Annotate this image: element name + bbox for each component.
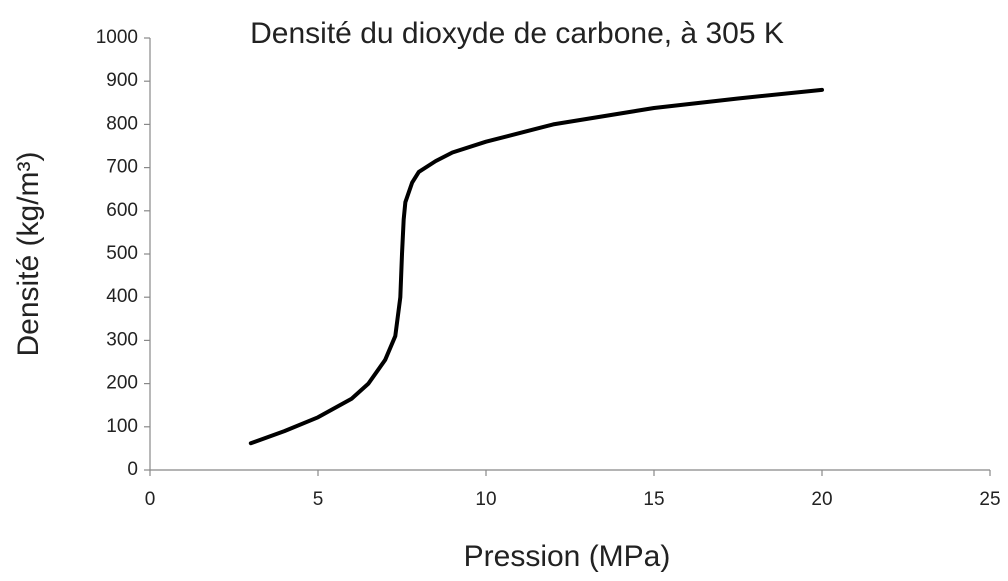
y-tick-label: 200 — [106, 373, 138, 394]
y-axis-label: Densité (kg/m³) — [12, 151, 45, 356]
x-tick-label: 20 — [811, 489, 832, 510]
x-tick-label: 0 — [145, 489, 156, 510]
y-tick-label: 600 — [106, 200, 138, 221]
y-tick-label: 700 — [106, 157, 138, 178]
data-line — [248, 87, 824, 446]
x-tick-label: 25 — [979, 489, 1000, 510]
x-tick-label: 15 — [643, 489, 664, 510]
y-tick-label: 900 — [106, 70, 138, 91]
y-tick-label: 300 — [106, 329, 138, 350]
chart-title: Densité du dioxyde de carbone, à 305 K — [250, 17, 784, 50]
x-axis-label: Pression (MPa) — [464, 540, 671, 573]
y-tick-label: 500 — [106, 243, 138, 264]
y-tick-label: 400 — [106, 286, 138, 307]
x-tick-label: 10 — [475, 489, 496, 510]
x-tick-label: 5 — [313, 489, 324, 510]
y-tick-label: 0 — [127, 459, 138, 480]
y-tick-label: 100 — [106, 416, 138, 437]
y-tick-label: 800 — [106, 113, 138, 134]
y-tick-label: 1000 — [96, 27, 138, 48]
